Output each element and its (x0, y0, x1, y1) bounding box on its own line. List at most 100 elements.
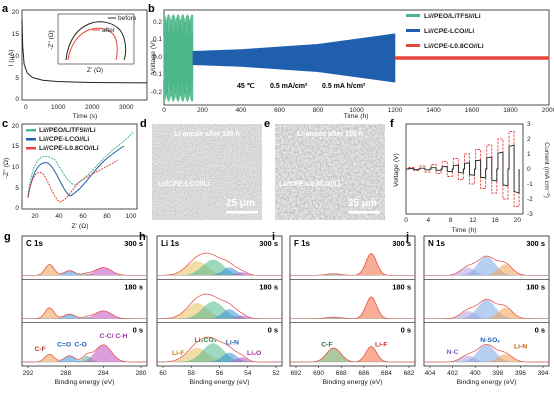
panel-a-frame (21, 9, 148, 101)
c-legend-peo: Li//PEO/LiTFSI//Li (39, 127, 96, 134)
panel-b-xlabel: Time (h) (343, 113, 368, 120)
panel-e-title: Li-anode after 100 h (297, 131, 363, 138)
panel-b-xtick: 800 (313, 107, 324, 114)
xps-envelope (290, 252, 415, 276)
panel-f-ytick: -1 (527, 181, 533, 188)
xps-panel-letter: i (272, 231, 275, 243)
xps-xtick: 684 (381, 370, 392, 377)
panel-f-xticks: 0 4 8 12 16 20 (404, 217, 521, 224)
c-legend-lco: Li//CPE-LCO//Li (39, 136, 89, 143)
xps-panel-letter: g (4, 231, 11, 243)
xps-peak (290, 346, 415, 362)
xps-time-label: 0 s (401, 326, 411, 335)
legend-lco: Li//CPE-LCO//Li (424, 28, 474, 35)
inset-legend-before: before (118, 15, 137, 22)
panel-e-letter: e (264, 118, 270, 130)
panel-a-ytick: 10 (12, 53, 20, 60)
xps-xtick: 56 (216, 370, 224, 377)
xps-peak (157, 259, 282, 276)
panel-b-ytick: 0.1 (153, 36, 162, 43)
xps-peak (22, 307, 147, 319)
xps-xtick: 400 (470, 370, 481, 377)
panel-a-xtick: 2000 (85, 104, 100, 111)
xps-peak (157, 347, 282, 362)
xps-time-label: 300 s (392, 239, 411, 248)
xps-element-label: N 1s (428, 239, 445, 248)
panel-b-ytick: 0.2 (153, 19, 162, 26)
xps-panel-j: j N 1s 300 s 180 s 0 s N-C N-SOₓ Li-N 404 402 400 3… (405, 231, 550, 386)
panel-a-ytick: 5 (15, 75, 19, 82)
panel-b: b Voltage (V) Time (h) 0 200 400 600 800 1000… (148, 3, 554, 120)
xps-peak (22, 354, 147, 362)
xps-component-label: C-O (75, 342, 87, 349)
xps-panel-h: h Li 1s 300 s 180 s 0 s Li-F Li₂CO₃ Li-N Li₂O 60 5… (139, 231, 283, 386)
legend-peo: Li//PEO/LiTFSI//Li (424, 13, 481, 20)
xps-xtick: 690 (313, 370, 324, 377)
xps-peak (157, 352, 282, 362)
xps-time-label: 300 s (259, 239, 278, 248)
panel-c-xtick: 40 (55, 213, 63, 220)
xps-peak (424, 256, 549, 276)
panel-e-caption: Li//CPE-L0.8CO//Li (279, 181, 341, 188)
xps-element-label: F 1s (294, 239, 311, 248)
panel-f-ytick: 0 (527, 166, 531, 173)
xps-element-label: C 1s (26, 239, 43, 248)
panel-c-xlabel: Z' (Ω) (72, 223, 89, 230)
panel-f-ytick: 3 (527, 121, 531, 128)
legend-swatch-peo (406, 14, 420, 17)
panel-e: e Li-anode after 100 h Li//CPE-L0.8CO//L… (264, 118, 385, 220)
xps-xlabel: Binding energy (eV) (189, 379, 249, 386)
xps-peak (157, 301, 282, 319)
xps-component-label: Li₂CO₃ (195, 337, 217, 344)
xps-component-label: Li-N (226, 339, 239, 346)
panel-a-ytick: 15 (12, 31, 20, 38)
xps-envelope (290, 345, 415, 363)
panel-c-xtick: 80 (103, 213, 111, 220)
xps-envelope (22, 307, 147, 320)
c-legend-swatch-lco (26, 138, 36, 141)
panel-f-xtick: 8 (449, 217, 453, 224)
panel-c-lco-curve (27, 145, 125, 198)
panel-f-xtick: 16 (492, 217, 500, 224)
panel-b-ylabel: Voltage (V) (150, 40, 157, 74)
panel-a-letter: a (2, 3, 9, 15)
c-legend-l08co: Li//CPE-L0.8CO//Li (39, 145, 99, 152)
xps-time-label: 300 s (526, 239, 545, 248)
panel-d-letter: d (140, 118, 147, 130)
panel-a-xtick: 3000 (119, 104, 134, 111)
panel-c: c Li//PEO/LiTFSI//Li Li//CPE-LCO//Li Li/… (2, 118, 138, 230)
panel-e-sem-image (275, 124, 385, 220)
panel-d-caption: Li//CPE-LCO//Li (158, 181, 210, 188)
xps-time-label: 0 s (535, 326, 545, 335)
xps-time-label: 180 s (392, 282, 411, 291)
panel-b-xticks: 0 200 400 600 800 1000 1200 1400 1600 1800 2000 (162, 107, 554, 114)
xps-peak (290, 296, 415, 319)
xps-peak (290, 253, 415, 276)
panel-c-xtick: 60 (79, 213, 87, 220)
panel-b-voltage-traces (163, 14, 550, 102)
panel-b-xtick: 0 (162, 107, 166, 114)
xps-peak (157, 261, 282, 276)
panel-a-xtick: 0 (24, 104, 28, 111)
panel-c-ytick: 15 (12, 143, 20, 150)
xps-peak (290, 347, 415, 362)
xps-component-label: Li-N (514, 344, 527, 351)
xps-component-label: N-C (447, 349, 459, 356)
panel-f-ytick: -2 (527, 196, 533, 203)
xps-peak (22, 264, 147, 276)
xps-peak (22, 344, 147, 362)
panel-a-current-curve (21, 18, 148, 84)
panel-f-ytick: 2 (527, 136, 531, 143)
inset-ylabel: -Z'' (Ω) (48, 30, 55, 50)
panel-b-trace (163, 14, 194, 102)
xps-xtick: 52 (272, 370, 280, 377)
panel-a: a I (μA) Time (s) 0 1000 2000 3000 0 5 1… (2, 3, 148, 120)
panel-d-scale-bar (226, 211, 258, 214)
xps-xtick: 404 (425, 370, 436, 377)
xps-time-label: 180 s (259, 282, 278, 291)
xps-xtick: 54 (244, 370, 252, 377)
xps-xlabel: Binding energy (eV) (54, 379, 114, 386)
xps-component-label: C-F (321, 342, 332, 349)
panel-f: f Voltage (V) Current (mA cm⁻²) Time (h)… (390, 118, 550, 234)
